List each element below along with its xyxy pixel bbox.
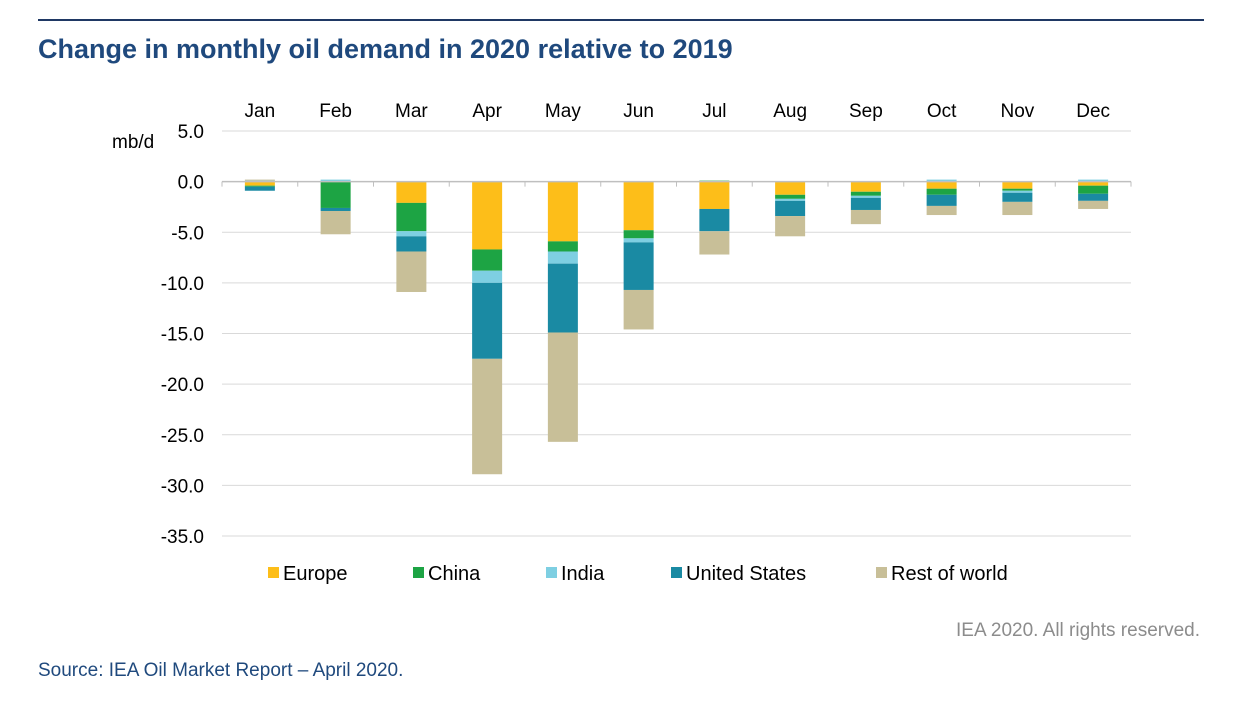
bar-rest-of-world-jan	[244, 179, 275, 181]
bar-europe-aug	[775, 181, 806, 195]
x-tick-label: Sep	[849, 101, 883, 122]
bar-rest-of-world-apr	[472, 358, 503, 475]
y-tick-label: -25.0	[161, 426, 204, 447]
chart-title: Change in monthly oil demand in 2020 rel…	[38, 34, 733, 64]
bar-rest-of-world-sep	[850, 209, 881, 225]
bar-rest-of-world-dec	[1078, 200, 1109, 209]
bar-china-dec	[1078, 185, 1109, 194]
bar-europe-nov	[1002, 181, 1033, 189]
legend-label: Europe	[283, 563, 348, 585]
copyright-notice: IEA 2020. All rights reserved.	[956, 620, 1200, 641]
bar-india-sep	[850, 195, 881, 198]
bar-rest-of-world-jun	[623, 289, 654, 330]
bar-europe-jan	[244, 181, 275, 186]
x-tick-label: Dec	[1076, 101, 1110, 122]
bar-united-states-oct	[926, 194, 957, 206]
x-tick-label: May	[545, 101, 581, 122]
legend-swatch-china	[413, 567, 424, 578]
bar-india-oct	[926, 179, 957, 182]
legend-swatch-united-states	[671, 567, 682, 578]
x-tick-label: Aug	[773, 101, 807, 122]
bar-europe-may	[547, 181, 578, 242]
x-tick-label: Jan	[245, 101, 276, 122]
bar-united-states-apr	[472, 282, 503, 359]
source-note: Source: IEA Oil Market Report – April 20…	[38, 660, 404, 681]
bar-rest-of-world-mar	[396, 251, 427, 292]
bar-china-jun	[623, 230, 654, 239]
y-tick-label: -35.0	[161, 527, 204, 548]
bar-united-states-sep	[850, 197, 881, 210]
bar-rest-of-world-aug	[775, 216, 806, 237]
bar-china-mar	[396, 202, 427, 232]
legend-label: China	[428, 563, 481, 585]
bar-rest-of-world-nov	[1002, 201, 1033, 216]
bar-india-dec	[1078, 179, 1109, 182]
bar-india-apr	[472, 270, 503, 283]
x-tick-label: Mar	[395, 101, 428, 122]
bar-china-nov	[1002, 188, 1033, 191]
bar-united-states-dec	[1078, 193, 1109, 201]
bar-china-feb	[320, 181, 351, 208]
bar-china-may	[547, 241, 578, 252]
y-axis-label: mb/d	[112, 132, 154, 153]
x-tick-label: Feb	[319, 101, 352, 122]
bar-rest-of-world-jul	[699, 231, 730, 255]
bar-rest-of-world-feb	[320, 210, 351, 235]
bar-rest-of-world-may	[547, 332, 578, 442]
bar-india-nov	[1002, 190, 1033, 193]
bar-europe-sep	[850, 181, 881, 192]
bar-europe-oct	[926, 181, 957, 189]
bar-united-states-jul	[699, 208, 730, 232]
bar-united-states-feb	[320, 207, 351, 211]
y-tick-label: -10.0	[161, 274, 204, 295]
bar-europe-apr	[472, 181, 503, 250]
y-tick-label: -15.0	[161, 325, 204, 346]
bar-china-aug	[775, 194, 806, 199]
bar-united-states-jan	[244, 186, 275, 191]
x-tick-label: Nov	[1000, 101, 1034, 122]
bar-europe-mar	[396, 181, 427, 203]
legend-swatch-india	[546, 567, 557, 578]
x-tick-label: Jul	[702, 101, 726, 122]
bar-united-states-nov	[1002, 192, 1033, 202]
legend-swatch-rest-of-world	[876, 567, 887, 578]
y-tick-label: -20.0	[161, 375, 204, 396]
bar-india-jun	[623, 238, 654, 243]
bar-rest-of-world-oct	[926, 205, 957, 216]
x-tick-label: Apr	[472, 101, 502, 122]
y-tick-label: -30.0	[161, 476, 204, 497]
bar-united-states-jun	[623, 242, 654, 290]
bar-europe-jun	[623, 181, 654, 231]
bar-united-states-aug	[775, 200, 806, 217]
x-tick-label: Oct	[927, 101, 957, 122]
x-tick-label: Jun	[623, 101, 654, 122]
legend-label: India	[561, 563, 605, 585]
bar-china-apr	[472, 249, 503, 271]
y-tick-label: 0.0	[178, 173, 204, 194]
legend-swatch-europe	[268, 567, 279, 578]
top-rule	[38, 19, 1204, 21]
bar-china-sep	[850, 191, 881, 196]
bar-united-states-may	[547, 263, 578, 333]
legend-label: Rest of world	[891, 563, 1008, 585]
bar-india-aug	[775, 198, 806, 201]
bar-china-oct	[926, 188, 957, 195]
bar-europe-dec	[1078, 181, 1109, 186]
y-tick-label: 5.0	[178, 122, 204, 143]
bar-europe-jul	[699, 181, 730, 209]
bar-india-may	[547, 251, 578, 264]
legend-label: United States	[686, 563, 806, 585]
bar-india-mar	[396, 231, 427, 237]
y-tick-label: -5.0	[171, 223, 204, 244]
bar-india-feb	[320, 179, 351, 182]
bar-china-jan	[244, 185, 275, 187]
bar-united-states-mar	[396, 236, 427, 252]
